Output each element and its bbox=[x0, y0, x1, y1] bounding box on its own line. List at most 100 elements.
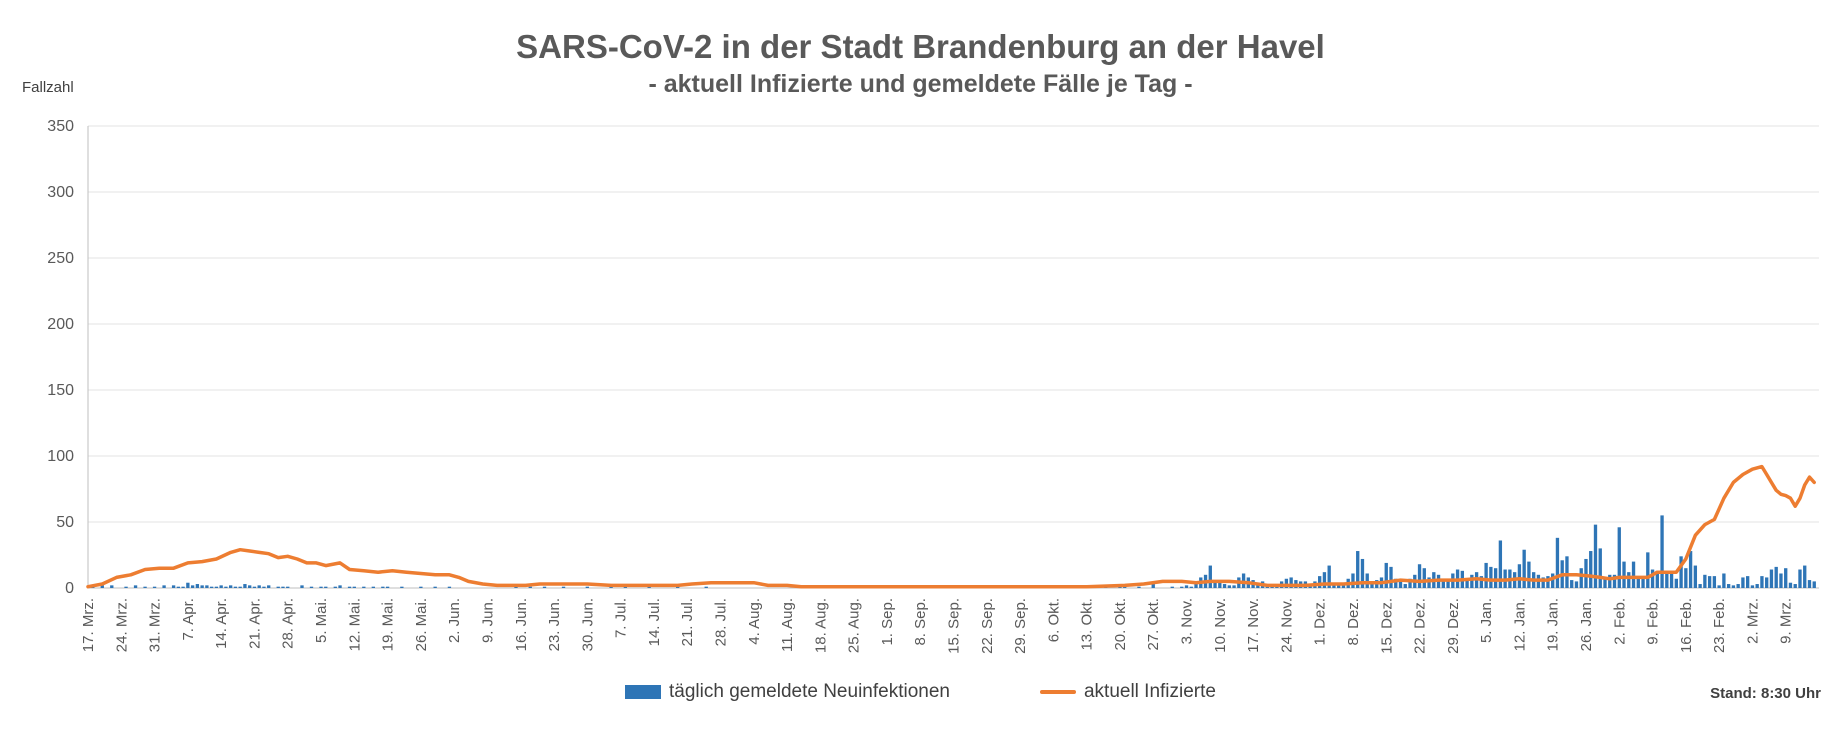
bar-neuinfektionen bbox=[1389, 566, 1393, 588]
timestamp-note: Stand: 8:30 Uhr bbox=[1710, 685, 1821, 702]
bar-neuinfektionen bbox=[176, 586, 181, 588]
bar-neuinfektionen bbox=[1527, 561, 1531, 588]
line-aktuell-infizierte bbox=[86, 464, 1816, 589]
x-tick-label: 17. Mrz. bbox=[80, 598, 97, 652]
bar-neuinfektionen bbox=[1731, 585, 1736, 588]
bar-neuinfektionen bbox=[1755, 584, 1759, 588]
x-tick-label: 30. Jun. bbox=[579, 598, 596, 651]
bar-neuinfektionen bbox=[352, 586, 356, 588]
bar-neuinfektionen bbox=[676, 586, 680, 588]
bar-neuinfektionen bbox=[1760, 576, 1764, 588]
bar-neuinfektionen bbox=[1289, 577, 1293, 588]
bar-neuinfektionen bbox=[1598, 548, 1602, 588]
bar-neuinfektionen bbox=[133, 585, 138, 588]
bar-neuinfektionen bbox=[205, 585, 209, 588]
x-tick-label: 23. Feb. bbox=[1711, 598, 1728, 653]
bar-neuinfektionen bbox=[1365, 573, 1369, 588]
x-tick-label: 26. Mai. bbox=[413, 598, 430, 651]
bar-neuinfektionen bbox=[1726, 584, 1731, 588]
bar-neuinfektionen bbox=[1337, 585, 1341, 588]
bar-neuinfektionen bbox=[1284, 578, 1289, 588]
bar-neuinfektionen bbox=[1641, 578, 1645, 588]
x-tick-label: 4. Aug. bbox=[746, 598, 763, 645]
bar-neuinfektionen bbox=[1232, 585, 1236, 588]
chart-legend: täglich gemeldete Neuinfektionen aktuell… bbox=[0, 681, 1841, 703]
bar-neuinfektionen bbox=[1417, 564, 1422, 588]
bar-neuinfektionen bbox=[347, 586, 352, 588]
bar-neuinfektionen bbox=[1184, 585, 1189, 588]
bar-neuinfektionen bbox=[1441, 580, 1445, 588]
x-tick-label: 1. Sep. bbox=[879, 598, 896, 646]
y-tick-label: 150 bbox=[47, 382, 74, 399]
x-tick-label: 12. Jan. bbox=[1511, 598, 1528, 651]
bar-neuinfektionen bbox=[124, 586, 128, 588]
bar-neuinfektionen bbox=[1788, 582, 1793, 588]
bar-neuinfektionen bbox=[229, 585, 233, 588]
bar-neuinfektionen bbox=[1422, 568, 1426, 588]
bar-neuinfektionen bbox=[1465, 580, 1469, 588]
x-tick-label: 22. Dez. bbox=[1412, 598, 1429, 654]
bar-neuinfektionen bbox=[1631, 561, 1636, 588]
bar-neuinfektionen bbox=[1660, 515, 1664, 588]
bar-neuinfektionen bbox=[200, 585, 204, 588]
bar-neuinfektionen bbox=[1398, 581, 1403, 588]
bar-neuinfektionen bbox=[1779, 573, 1783, 588]
x-tick-label: 24. Mrz. bbox=[113, 598, 130, 652]
x-tick-label: 23. Jun. bbox=[546, 598, 563, 651]
x-tick-label: 18. Aug. bbox=[812, 598, 829, 653]
bar-neuinfektionen bbox=[647, 586, 651, 588]
bar-neuinfektionen bbox=[257, 585, 261, 588]
bar-neuinfektionen bbox=[704, 586, 708, 588]
bar-neuinfektionen bbox=[190, 585, 195, 588]
bar-neuinfektionen bbox=[1617, 527, 1621, 588]
bar-neuinfektionen bbox=[238, 586, 242, 588]
bar-neuinfektionen bbox=[276, 586, 280, 588]
bar-neuinfektionen bbox=[623, 586, 628, 588]
bar-neuinfektionen bbox=[381, 586, 385, 588]
bar-neuinfektionen bbox=[514, 586, 518, 588]
bar-neuinfektionen bbox=[1555, 537, 1560, 588]
x-tick-label: 8. Dez. bbox=[1345, 598, 1362, 646]
x-tick-label: 9. Jun. bbox=[479, 598, 496, 643]
bar-neuinfektionen bbox=[333, 586, 337, 588]
bar-neuinfektionen bbox=[1593, 524, 1598, 588]
y-tick-label: 200 bbox=[47, 316, 74, 333]
bar-neuinfektionen bbox=[1707, 576, 1712, 588]
chart-title: SARS-CoV-2 in der Stadt Brandenburg an d… bbox=[516, 28, 1325, 65]
legend-swatch-bar bbox=[625, 685, 661, 699]
bar-neuinfektionen bbox=[1551, 573, 1555, 588]
bar-neuinfektionen bbox=[1356, 551, 1360, 588]
bar-neuinfektionen bbox=[1746, 576, 1750, 588]
bar-neuinfektionen bbox=[1589, 551, 1593, 588]
legend-label-infizierte: aktuell Infizierte bbox=[1083, 681, 1216, 702]
bar-neuinfektionen bbox=[1712, 576, 1717, 588]
x-tick-label: 17. Nov. bbox=[1245, 598, 1262, 653]
bar-neuinfektionen bbox=[1803, 565, 1807, 588]
bar-neuinfektionen bbox=[1546, 576, 1550, 588]
bar-neuinfektionen bbox=[1484, 562, 1488, 588]
bar-neuinfektionen bbox=[1227, 585, 1231, 588]
bar-neuinfektionen bbox=[1123, 586, 1127, 588]
x-tick-label: 1. Dez. bbox=[1312, 598, 1329, 646]
bar-neuinfektionen bbox=[195, 584, 200, 588]
bar-neuinfektionen bbox=[1408, 578, 1412, 588]
bar-neuinfektionen bbox=[171, 585, 176, 588]
x-tick-label: 3. Nov. bbox=[1179, 598, 1196, 644]
bar-neuinfektionen bbox=[400, 586, 404, 588]
bar-neuinfektionen bbox=[1703, 574, 1707, 588]
bar-neuinfektionen bbox=[1517, 564, 1522, 588]
bar-neuinfektionen bbox=[1570, 580, 1574, 588]
chart-subtitle: - aktuell Infizierte und gemeldete Fälle… bbox=[648, 70, 1193, 98]
bar-neuinfektionen bbox=[186, 582, 190, 588]
x-tick-label: 9. Mrz. bbox=[1778, 598, 1795, 644]
x-tick-label: 7. Jul. bbox=[613, 598, 630, 638]
bar-neuinfektionen bbox=[1717, 585, 1721, 588]
bar-neuinfektionen bbox=[528, 586, 532, 588]
x-tick-label: 8. Sep. bbox=[912, 598, 929, 646]
bar-neuinfektionen bbox=[243, 584, 247, 588]
bar-neuinfektionen bbox=[1470, 574, 1474, 588]
bar-neuinfektionen bbox=[1688, 551, 1693, 588]
x-tick-label: 26. Jan. bbox=[1578, 598, 1595, 651]
bar-neuinfektionen bbox=[1322, 572, 1327, 588]
